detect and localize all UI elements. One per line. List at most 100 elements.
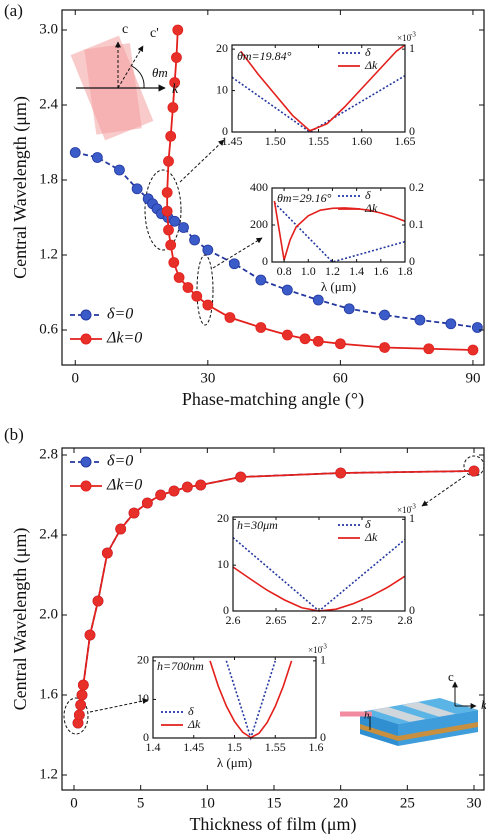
legend-label: δ [188, 704, 194, 718]
y-tick-label: 10 [217, 557, 229, 571]
data-point [191, 290, 203, 302]
data-point [189, 234, 200, 246]
x-tick-label: 2.6 [226, 613, 241, 627]
data-point [76, 689, 88, 701]
legend-label: δ [365, 188, 371, 202]
legend-marker [80, 480, 92, 492]
y-tick-label: 400 [250, 180, 268, 194]
series-line [231, 74, 406, 133]
series-line [75, 151, 478, 329]
data-point [161, 205, 173, 217]
axis-scale-exponent: -3 [410, 31, 416, 39]
data-point [343, 303, 355, 315]
data-point [169, 77, 181, 88]
x-tick-label: 1.5 [227, 740, 242, 754]
data-point [195, 479, 207, 491]
legend-label: Δk=0 [106, 477, 142, 494]
annotation: c [448, 669, 454, 684]
data-point [173, 272, 185, 283]
x-tick-label: 1.60 [351, 134, 372, 148]
data-point [168, 485, 180, 497]
x-tick-label: 1.50 [265, 134, 286, 148]
legend-label: Δk [364, 530, 378, 544]
y2-tick-label: 0.2 [409, 180, 424, 194]
inset-background [272, 188, 405, 262]
legend-label: Δk [364, 201, 378, 215]
inset-background [233, 517, 405, 611]
data-point [235, 471, 247, 483]
y-tick-label: 200 [250, 217, 268, 231]
x-tick-label: 1.6 [373, 264, 388, 278]
data-point [445, 318, 457, 330]
y2-tick-label: 0 [409, 603, 415, 617]
x-tick-label: 30 [467, 795, 482, 811]
legend-label: Δk [187, 717, 201, 731]
x-tick-label: 1.45 [183, 740, 204, 754]
legend-label: Δk [364, 58, 378, 72]
x-tick-label: 0 [70, 795, 78, 811]
legend-label: δ=0 [107, 306, 133, 323]
x-tick-label: 2.75 [352, 613, 373, 627]
x-tick-label: 1.8 [398, 264, 413, 278]
panel-label: (a) [4, 1, 23, 20]
data-point [114, 164, 125, 176]
y-tick-label: 2.0 [39, 606, 58, 622]
crystal-diagram [70, 35, 166, 141]
x-tick-label: 1.0 [301, 264, 316, 278]
axis-scale: ×10 [308, 645, 323, 655]
legend-label: δ [365, 45, 371, 59]
annotation: θm=29.16° [277, 191, 332, 205]
series-line [240, 44, 406, 132]
y-tick-label: 20 [137, 653, 149, 667]
data-point [228, 258, 240, 270]
x-tick-label: 1.65 [395, 134, 416, 148]
data-point [335, 467, 347, 479]
y2-tick-label: 1 [320, 653, 326, 667]
x-axis-label: λ (μm) [321, 279, 356, 294]
x-tick-label: 15 [267, 795, 282, 811]
y2-tick-label: 1 [409, 511, 415, 525]
y-tick-label: 10 [137, 691, 149, 705]
y-tick-label: 10 [216, 82, 228, 96]
axis-scale-exponent: -3 [321, 643, 327, 651]
plot-frame [61, 447, 485, 791]
x-tick-label: 1.4 [146, 740, 161, 754]
data-point [73, 709, 85, 721]
data-point [172, 24, 184, 36]
data-point [155, 489, 167, 501]
data-point [379, 342, 390, 353]
legend-marker [80, 333, 92, 345]
y2-tick-label: 1 [409, 41, 415, 55]
x-axis-label: Phase-matching angle (°) [182, 389, 364, 410]
y-tick-label: 0 [222, 124, 228, 138]
data-point [467, 344, 479, 356]
x-tick-label: 1.45 [222, 134, 243, 148]
data-point [141, 497, 153, 509]
axis-scale-exponent: -3 [410, 503, 416, 511]
series-line [273, 202, 406, 263]
x-tick-label: 25 [400, 795, 415, 811]
x-tick-label: 0 [72, 370, 80, 386]
data-point [334, 338, 346, 350]
data-point [414, 314, 426, 326]
data-point [182, 282, 194, 293]
data-point [92, 595, 104, 607]
y2-tick-label: 0.1 [409, 217, 424, 231]
plot-frame [61, 9, 485, 366]
data-point [255, 322, 267, 333]
data-point [165, 239, 177, 251]
data-point [224, 312, 236, 323]
y-tick-label: 2.8 [39, 446, 58, 462]
y-tick-label: 0 [143, 730, 149, 744]
panel-label: (b) [4, 425, 24, 444]
axis-scale: ×10 [397, 505, 412, 515]
y2-tick-label: 0 [320, 730, 326, 744]
data-point [168, 257, 180, 268]
legend-marker [80, 309, 92, 321]
x-tick-label: 60 [333, 370, 348, 386]
x-tick-label: 0.8 [277, 264, 292, 278]
annotation: c [122, 22, 128, 37]
legend-label: δ=0 [107, 453, 133, 470]
data-point [202, 244, 214, 256]
x-tick-label: 1.55 [265, 740, 286, 754]
